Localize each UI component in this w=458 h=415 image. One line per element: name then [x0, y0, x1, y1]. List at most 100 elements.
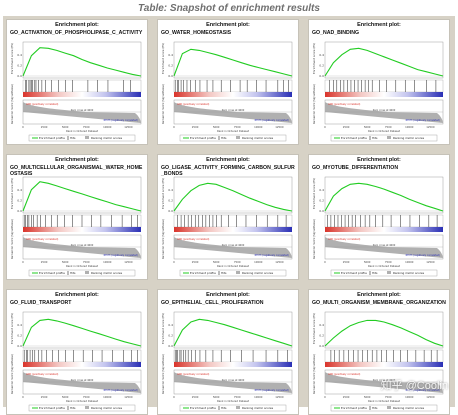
x-tick-label: 12500	[426, 260, 435, 264]
x-axis-label: Rank in Ordered Dataset	[368, 399, 400, 403]
y-axis-label-ranked: Ranked list metric (Signal2Noise)	[11, 219, 14, 259]
es-plot-frame	[173, 311, 293, 349]
metric-area	[174, 237, 292, 258]
negative-label: RTCH (negatively correlated)	[406, 119, 440, 122]
x-tick-label: 0	[324, 260, 326, 264]
x-tick-label: 5000	[213, 260, 220, 264]
x-tick-label: 10000	[405, 125, 414, 129]
negative-label: RTCH (negatively correlated)	[255, 389, 289, 392]
hits-frame	[173, 79, 293, 93]
legend-ranking-label: Ranking metric scores	[91, 136, 123, 140]
x-tick-label: 0	[324, 395, 326, 399]
watermark-text: 知乎 @Coolin	[380, 380, 448, 392]
legend-ranking-swatch	[236, 136, 240, 139]
es-tick-label: 0.0	[168, 344, 173, 348]
negative-label: RTCH (negatively correlated)	[406, 389, 440, 392]
es-tick-label: 0.4	[17, 188, 22, 192]
y-axis-label-ranked: Ranked list metric (Signal2Noise)	[313, 84, 316, 124]
es-tick-label: 0.0	[319, 344, 324, 348]
ranking-color-bar	[325, 362, 443, 367]
x-axis-label: Rank in Ordered Dataset	[66, 129, 98, 133]
x-tick-label: 5000	[62, 395, 69, 399]
x-tick-label: 5000	[364, 260, 371, 264]
es-tick-label: 0.4	[319, 323, 324, 327]
es-tick-label: 0.2	[17, 199, 22, 203]
x-axis-label: Rank in Ordered Dataset	[217, 129, 249, 133]
x-tick-label: 0	[324, 125, 326, 129]
es-tick-label: 0.0	[17, 209, 22, 213]
ranking-color-bar	[23, 362, 141, 367]
y-axis-label-es: Enrichment score (ES)	[312, 178, 316, 209]
es-curve	[22, 318, 142, 347]
x-tick-label: 10000	[103, 395, 112, 399]
x-axis-label: Rank in Ordered Dataset	[368, 264, 400, 268]
es-tick-label: 0.0	[168, 209, 173, 213]
es-tick-label: 0.4	[168, 188, 173, 192]
y-axis-label-ranked: Ranked list metric (Signal2Noise)	[162, 84, 165, 124]
y-axis-label-ranked: Ranked list metric (Signal2Noise)	[11, 84, 14, 124]
zero-cross-label: Zero cross at 4600	[373, 379, 396, 382]
x-tick-label: 12500	[275, 260, 284, 264]
negative-label: RTCH (negatively correlated)	[255, 119, 289, 122]
legend-ranking-label: Ranking metric scores	[242, 136, 274, 140]
enrichment-grid: Enrichment plot: GO_ACTIVATION_OF_PHOSPHO…	[3, 16, 455, 415]
x-tick-label: 0	[173, 125, 175, 129]
legend-hits-label: Hits	[221, 136, 227, 140]
es-tick-label: 0.0	[17, 74, 22, 78]
x-tick-label: 12500	[124, 125, 133, 129]
positive-label: ANO (positively correlated)	[177, 238, 209, 241]
enrichment-plot-svg: 0.0 0.2 0.4 ANO (positively correlated) Zero…	[161, 311, 293, 412]
x-tick-label: 10000	[254, 125, 263, 129]
legend-hits-label: Hits	[372, 136, 378, 140]
x-tick-label: 5000	[62, 260, 69, 264]
es-tick-label: 0.2	[17, 334, 22, 338]
x-tick-label: 0	[173, 260, 175, 264]
x-tick-label: 7500	[83, 395, 90, 399]
ranking-color-bar	[23, 227, 141, 232]
zero-cross-label: Zero cross at 4600	[71, 379, 94, 382]
enrichment-plot-svg: 0.0 0.2 0.4 ANO (positively correlated) Zero…	[10, 176, 142, 277]
legend-box	[28, 134, 136, 142]
zero-cross-label: Zero cross at 4600	[71, 109, 94, 112]
positive-label: ANO (positively correlated)	[328, 373, 360, 376]
y-axis-label-es: Enrichment score (ES)	[161, 178, 165, 209]
ranking-color-bar	[174, 362, 292, 367]
es-tick-label: 0.0	[319, 209, 324, 213]
legend-ranking-swatch	[236, 406, 240, 409]
x-tick-label: 0	[22, 260, 24, 264]
x-tick-label: 10000	[405, 260, 414, 264]
y-axis-label-es: Enrichment score (ES)	[10, 43, 14, 74]
x-tick-label: 7500	[385, 125, 392, 129]
panel-title: Enrichment plot:	[357, 22, 401, 28]
enrichment-panel: Enrichment plot: GO_EPITHELIAL_CELL_PROLI…	[157, 289, 299, 415]
x-tick-label: 2500	[41, 395, 48, 399]
legend-es-label: Enrichment profile	[190, 271, 216, 275]
x-tick-label: 0	[173, 395, 175, 399]
panel-title: Enrichment plot:	[357, 292, 401, 298]
legend-box	[330, 134, 438, 142]
positive-label: ANO (positively correlated)	[26, 238, 58, 241]
x-tick-label: 5000	[364, 125, 371, 129]
legend-ranking-label: Ranking metric scores	[242, 271, 274, 275]
y-axis-label-es: Enrichment score (ES)	[312, 313, 316, 344]
enrichment-plot-svg: 0.0 0.2 0.4 ANO (positively correlated) Zero…	[312, 41, 444, 142]
metric-area	[325, 237, 443, 258]
positive-label: ANO (positively correlated)	[26, 373, 58, 376]
x-tick-label: 7500	[234, 395, 241, 399]
zero-cross-label: Zero cross at 4600	[71, 244, 94, 247]
x-tick-label: 2500	[41, 125, 48, 129]
legend-ranking-swatch	[387, 406, 391, 409]
y-axis-label-ranked: Ranked list metric (Signal2Noise)	[313, 354, 316, 394]
hits-frame	[324, 214, 444, 228]
es-tick-label: 0.2	[168, 199, 173, 203]
zero-cross-label: Zero cross at 4600	[222, 379, 245, 382]
es-curve	[22, 47, 142, 77]
ranking-color-bar	[325, 92, 443, 97]
x-tick-label: 7500	[83, 260, 90, 264]
ranking-color-bar	[174, 92, 292, 97]
enrichment-plot-svg: 0.0 0.2 0.4 ANO (positively correlated) Zero…	[312, 176, 444, 277]
es-curve	[173, 48, 293, 77]
x-axis-label: Rank in Ordered Dataset	[217, 399, 249, 403]
legend-box	[179, 269, 287, 277]
es-plot-frame	[173, 176, 293, 214]
